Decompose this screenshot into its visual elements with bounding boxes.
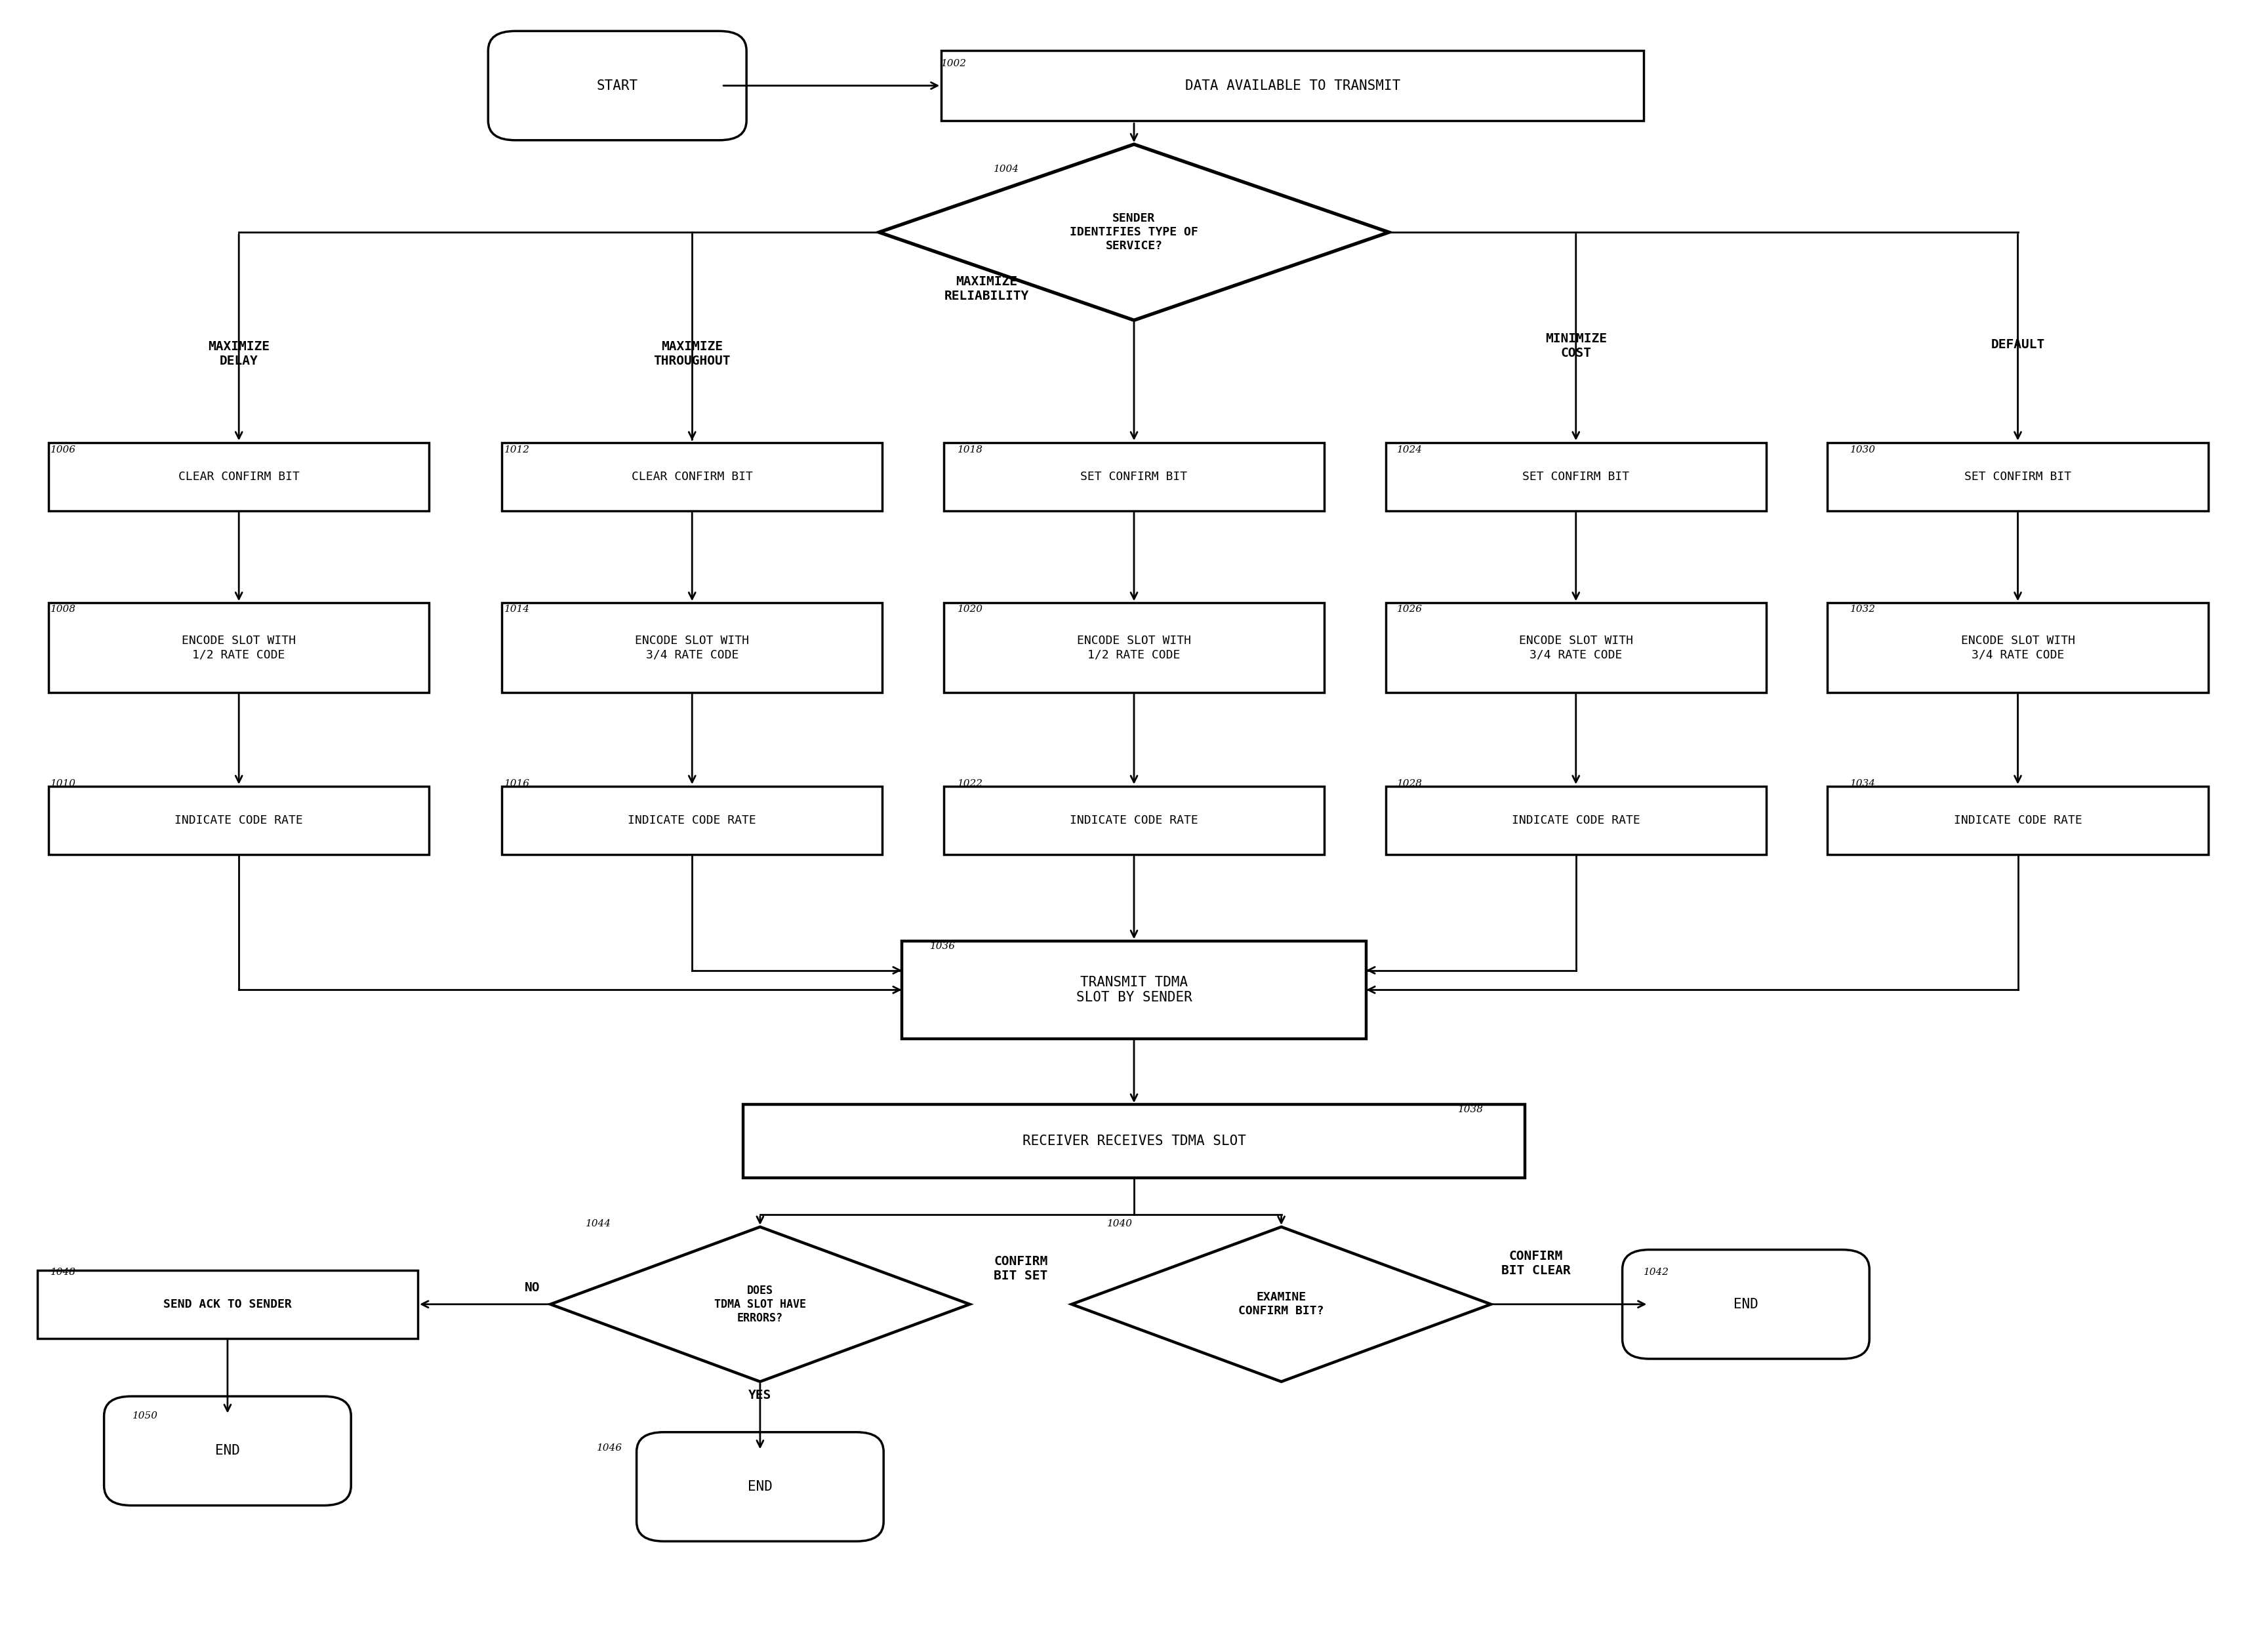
- FancyBboxPatch shape: [501, 786, 882, 855]
- Text: ENCODE SLOT WITH
1/2 RATE CODE: ENCODE SLOT WITH 1/2 RATE CODE: [181, 634, 295, 661]
- Text: START: START: [596, 78, 637, 93]
- Text: 1040: 1040: [1107, 1218, 1132, 1228]
- Text: CLEAR CONFIRM BIT: CLEAR CONFIRM BIT: [631, 471, 753, 483]
- Text: YES: YES: [748, 1390, 771, 1401]
- Text: END: END: [215, 1445, 240, 1458]
- Text: EXAMINE
CONFIRM BIT?: EXAMINE CONFIRM BIT?: [1238, 1292, 1325, 1316]
- Text: DATA AVAILABLE TO TRANSMIT: DATA AVAILABLE TO TRANSMIT: [1184, 78, 1399, 93]
- Text: CONFIRM
BIT CLEAR: CONFIRM BIT CLEAR: [1501, 1249, 1569, 1277]
- FancyBboxPatch shape: [1386, 442, 1767, 511]
- Text: 1050: 1050: [132, 1411, 159, 1421]
- Text: 1012: 1012: [503, 445, 531, 453]
- Text: 1010: 1010: [50, 780, 77, 788]
- FancyBboxPatch shape: [1828, 786, 2209, 855]
- Text: 1032: 1032: [1851, 605, 1876, 613]
- FancyBboxPatch shape: [48, 442, 429, 511]
- Text: 1020: 1020: [957, 605, 982, 613]
- Text: DEFAULT: DEFAULT: [1991, 339, 2046, 351]
- Text: INDICATE CODE RATE: INDICATE CODE RATE: [628, 814, 755, 827]
- Text: INDICATE CODE RATE: INDICATE CODE RATE: [1513, 814, 1640, 827]
- Text: MAXIMIZE
DELAY: MAXIMIZE DELAY: [209, 341, 270, 367]
- Text: 1014: 1014: [503, 605, 531, 613]
- Text: SEND ACK TO SENDER: SEND ACK TO SENDER: [163, 1298, 293, 1310]
- Text: CLEAR CONFIRM BIT: CLEAR CONFIRM BIT: [179, 471, 299, 483]
- Text: 1028: 1028: [1397, 780, 1422, 788]
- Text: INDICATE CODE RATE: INDICATE CODE RATE: [175, 814, 304, 827]
- Polygon shape: [880, 144, 1388, 320]
- Text: MINIMIZE
COST: MINIMIZE COST: [1545, 333, 1606, 359]
- Text: 1048: 1048: [50, 1267, 77, 1277]
- Text: ENCODE SLOT WITH
3/4 RATE CODE: ENCODE SLOT WITH 3/4 RATE CODE: [635, 634, 748, 661]
- Text: TRANSMIT TDMA
SLOT BY SENDER: TRANSMIT TDMA SLOT BY SENDER: [1075, 975, 1193, 1005]
- Text: INDICATE CODE RATE: INDICATE CODE RATE: [1953, 814, 2082, 827]
- Text: 1024: 1024: [1397, 445, 1422, 453]
- FancyBboxPatch shape: [1386, 603, 1767, 693]
- Text: 1004: 1004: [993, 165, 1018, 175]
- Text: 1008: 1008: [50, 605, 77, 613]
- Text: 1038: 1038: [1458, 1104, 1483, 1114]
- Text: MAXIMIZE
THROUGHOUT: MAXIMIZE THROUGHOUT: [653, 341, 730, 367]
- Text: SET CONFIRM BIT: SET CONFIRM BIT: [1522, 471, 1628, 483]
- Text: END: END: [1733, 1298, 1758, 1311]
- Text: SET CONFIRM BIT: SET CONFIRM BIT: [1964, 471, 2071, 483]
- Text: END: END: [748, 1481, 773, 1494]
- Text: 1026: 1026: [1397, 605, 1422, 613]
- FancyBboxPatch shape: [943, 603, 1325, 693]
- FancyBboxPatch shape: [744, 1104, 1524, 1178]
- FancyBboxPatch shape: [903, 941, 1365, 1039]
- Text: 1030: 1030: [1851, 445, 1876, 453]
- FancyBboxPatch shape: [501, 442, 882, 511]
- Text: 1036: 1036: [930, 941, 955, 951]
- FancyBboxPatch shape: [943, 786, 1325, 855]
- FancyBboxPatch shape: [48, 786, 429, 855]
- Text: CONFIRM
BIT SET: CONFIRM BIT SET: [993, 1254, 1048, 1282]
- Polygon shape: [1073, 1227, 1490, 1381]
- FancyBboxPatch shape: [501, 603, 882, 693]
- FancyBboxPatch shape: [36, 1271, 417, 1339]
- FancyBboxPatch shape: [1828, 603, 2209, 693]
- Text: NO: NO: [524, 1282, 540, 1293]
- Text: 1018: 1018: [957, 445, 982, 453]
- Text: MAXIMIZE
RELIABILITY: MAXIMIZE RELIABILITY: [943, 276, 1030, 302]
- FancyBboxPatch shape: [104, 1396, 352, 1505]
- Text: DOES
TDMA SLOT HAVE
ERRORS?: DOES TDMA SLOT HAVE ERRORS?: [714, 1285, 805, 1324]
- Text: INDICATE CODE RATE: INDICATE CODE RATE: [1070, 814, 1198, 827]
- Text: 1006: 1006: [50, 445, 77, 453]
- Text: 1034: 1034: [1851, 780, 1876, 788]
- FancyBboxPatch shape: [48, 603, 429, 693]
- Text: ENCODE SLOT WITH
3/4 RATE CODE: ENCODE SLOT WITH 3/4 RATE CODE: [1520, 634, 1633, 661]
- Text: 1022: 1022: [957, 780, 982, 788]
- FancyBboxPatch shape: [1828, 442, 2209, 511]
- Text: 1002: 1002: [941, 59, 966, 69]
- FancyBboxPatch shape: [943, 442, 1325, 511]
- Text: ENCODE SLOT WITH
3/4 RATE CODE: ENCODE SLOT WITH 3/4 RATE CODE: [1962, 634, 2075, 661]
- Text: 1042: 1042: [1644, 1267, 1669, 1277]
- Polygon shape: [551, 1227, 971, 1381]
- Text: RECEIVER RECEIVES TDMA SLOT: RECEIVER RECEIVES TDMA SLOT: [1023, 1135, 1245, 1148]
- Text: SET CONFIRM BIT: SET CONFIRM BIT: [1080, 471, 1188, 483]
- Text: 1044: 1044: [585, 1218, 610, 1228]
- FancyBboxPatch shape: [941, 51, 1644, 121]
- Text: 1016: 1016: [503, 780, 531, 788]
- Text: ENCODE SLOT WITH
1/2 RATE CODE: ENCODE SLOT WITH 1/2 RATE CODE: [1077, 634, 1191, 661]
- FancyBboxPatch shape: [1386, 786, 1767, 855]
- FancyBboxPatch shape: [637, 1432, 885, 1541]
- FancyBboxPatch shape: [488, 31, 746, 140]
- FancyBboxPatch shape: [1622, 1249, 1869, 1359]
- Text: 1046: 1046: [596, 1443, 621, 1453]
- Text: SENDER
IDENTIFIES TYPE OF
SERVICE?: SENDER IDENTIFIES TYPE OF SERVICE?: [1070, 212, 1198, 251]
